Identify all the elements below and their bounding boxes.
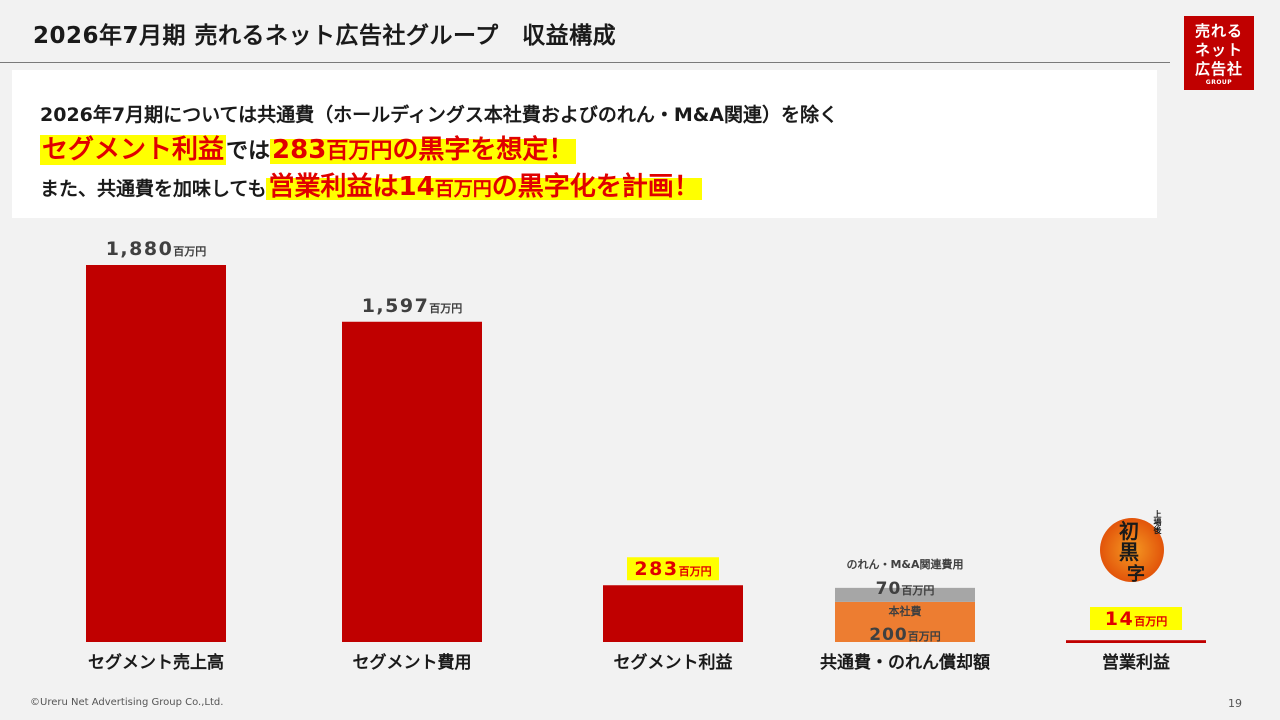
stack-bottom-value-unit: 百万円 xyxy=(908,630,941,643)
value-label-5: 14百万円 xyxy=(1090,607,1182,630)
summary-line-3-pre: また、共通費を加味しても xyxy=(40,178,267,200)
summary-line-3: また、共通費を加味しても営業利益は14百万円の黒字化を計画！ xyxy=(40,166,702,203)
op-profit-unit: 百万円 xyxy=(434,178,492,200)
value-label-1-number: 1,880 xyxy=(106,238,174,260)
badge-small-text: 上場後 xyxy=(1152,509,1163,535)
logo-line-2: ネット xyxy=(1194,41,1243,59)
value-label-5-number: 14 xyxy=(1105,608,1134,630)
stack-bottom-value: 200百万円 xyxy=(869,625,941,645)
stack-bottom-segment xyxy=(835,601,975,642)
segment-profit-highlight: セグメント利益 xyxy=(40,135,227,165)
value-label-1-text: 1,880百万円 xyxy=(106,238,207,260)
value-label-3-number: 283 xyxy=(634,558,678,580)
value-label-2-text: 1,597百万円 xyxy=(362,295,463,317)
page-number: 19 xyxy=(1228,697,1242,710)
stack-top-name: のれん・M&A関連費用 xyxy=(846,557,963,571)
category-label-3: セグメント利益 xyxy=(614,652,733,673)
op-profit-rest: の黒字化を計画！ xyxy=(491,172,700,202)
value-label-5-text: 14百万円 xyxy=(1105,608,1167,630)
badge-circle xyxy=(1100,518,1164,582)
title-divider xyxy=(0,62,1170,63)
stack-top-value-number: 70 xyxy=(876,579,902,599)
stack-bottom-value-number: 200 xyxy=(869,625,908,645)
first-profit-badge: 初 黒 字 上場後 xyxy=(1100,509,1164,585)
value-label-1: 1,880百万円 xyxy=(106,238,207,260)
profit-rest: の黒字を想定！ xyxy=(392,135,575,165)
summary-line-2: セグメント利益では283百万円の黒字を想定！ xyxy=(40,129,577,166)
badge-char-3: 字 xyxy=(1127,563,1145,585)
summary-line-1: 2026年7月期については共通費（ホールディングス本社費およびのれん・M&A関連… xyxy=(40,104,839,126)
profit-highlight: 283百万円の黒字を想定！ xyxy=(270,135,577,165)
bar-5 xyxy=(1066,640,1206,643)
logo-line-3: 広告社 xyxy=(1194,60,1243,78)
value-label-2-number: 1,597 xyxy=(362,295,430,317)
value-label-3-text: 283百万円 xyxy=(634,558,711,580)
value-label-1-unit: 百万円 xyxy=(173,245,206,258)
value-label-3-unit: 百万円 xyxy=(679,565,712,578)
copyright: ©Ureru Net Advertising Group Co.,Ltd. xyxy=(30,697,224,708)
op-profit-number: 14 xyxy=(398,172,435,202)
value-label-5-unit: 百万円 xyxy=(1134,615,1167,628)
category-label-4: 共通費・のれん償却額 xyxy=(820,652,990,673)
profit-unit: 百万円 xyxy=(326,139,393,164)
stack-bottom-name: 本社費 xyxy=(889,604,922,618)
badge-char-2: 黒 xyxy=(1119,540,1139,564)
category-label-5: 営業利益 xyxy=(1102,652,1170,673)
logo-line-1: 売れる xyxy=(1194,22,1243,40)
company-logo: 売れる ネット 広告社 GROUP xyxy=(1184,16,1254,90)
profit-number: 283 xyxy=(272,135,327,165)
value-label-3-highlight xyxy=(627,557,719,581)
stack-top-segment xyxy=(835,587,975,602)
bar-3 xyxy=(603,585,743,642)
category-label-1: セグメント売上高 xyxy=(88,652,224,673)
summary-line-2-mid: では xyxy=(226,139,271,164)
logo-line-4: GROUP xyxy=(1205,79,1233,86)
value-label-2-unit: 百万円 xyxy=(429,302,462,315)
operating-profit-highlight: 営業利益は14百万円の黒字化を計画！ xyxy=(266,172,702,202)
op-profit-label: 営業利益は xyxy=(268,172,399,202)
badge-char-1: 初 xyxy=(1119,519,1139,543)
category-label-2: セグメント費用 xyxy=(353,652,472,673)
bar-2 xyxy=(342,321,482,642)
bar-1 xyxy=(86,265,226,642)
page-title: 2026年7月期 売れるネット広告社グループ 収益構成 xyxy=(33,23,617,49)
value-label-5-highlight xyxy=(1090,607,1182,630)
value-label-2: 1,597百万円 xyxy=(362,295,463,317)
value-label-3: 283百万円 xyxy=(627,557,719,581)
stack-top-value-unit: 百万円 xyxy=(901,584,934,597)
stack-top-value: 70百万円 xyxy=(876,579,935,599)
